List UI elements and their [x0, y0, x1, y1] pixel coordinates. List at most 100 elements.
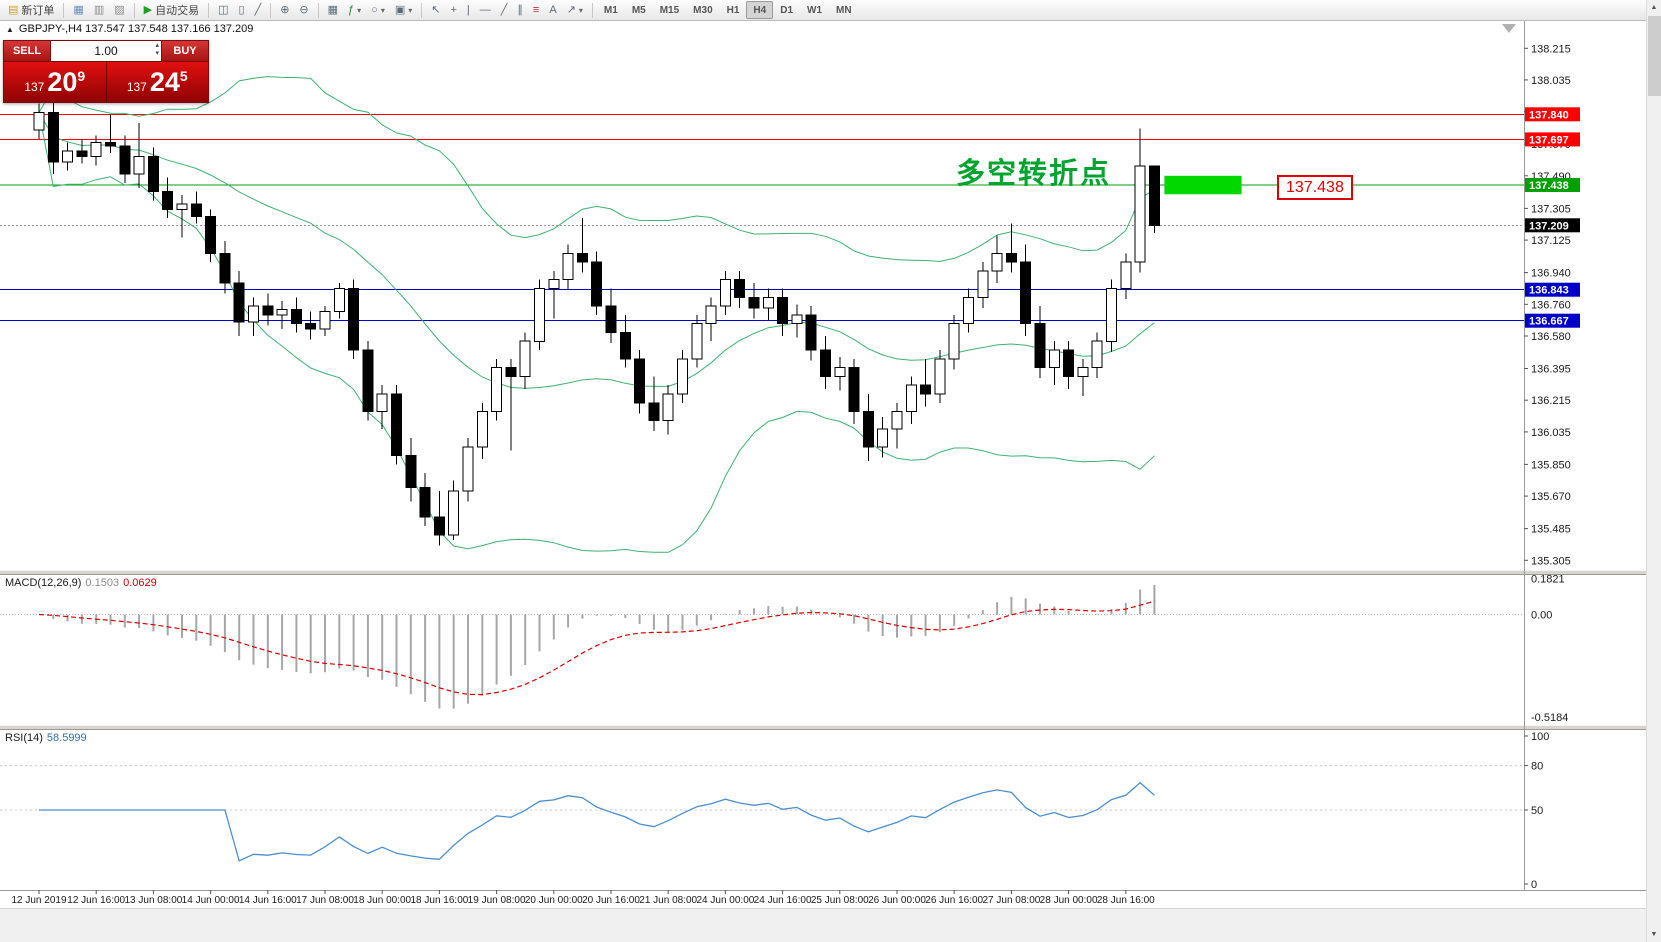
zoom-out-button[interactable]: ⊖ [294, 1, 313, 19]
new-order-button[interactable]: ▤ 新订单 [3, 1, 59, 19]
svg-text:135.850: 135.850 [1531, 459, 1571, 471]
buy-button[interactable]: BUY [161, 41, 208, 61]
crosshair-button[interactable]: + [445, 1, 461, 19]
cursor-button[interactable]: ↖ [426, 1, 445, 19]
rsi-layer [0, 765, 1524, 862]
svg-text:137.697: 137.697 [1529, 134, 1569, 146]
volume-spinner[interactable]: ▴ ▾ [155, 42, 159, 58]
svg-text:-0.5184: -0.5184 [1531, 712, 1568, 724]
trendline-button[interactable]: ╱ [496, 1, 513, 19]
highlight-rectangle[interactable] [1164, 175, 1242, 195]
svg-text:0.00: 0.00 [1531, 610, 1552, 622]
svg-text:21 Jun 08:00: 21 Jun 08:00 [639, 895, 697, 906]
candlestick-mode-button[interactable]: ▯ [234, 1, 250, 19]
price-callout-label[interactable]: 137.438 [1277, 175, 1353, 200]
timeframe-h1-button[interactable]: H1 [720, 1, 747, 19]
timeframe-m15-button[interactable]: M15 [653, 1, 686, 19]
timeframe-h4-button[interactable]: H4 [746, 1, 774, 19]
timeframe-m1-button[interactable]: M1 [597, 1, 625, 19]
panel-separator[interactable] [0, 725, 1646, 730]
equidistant-channel-button[interactable]: ∥ [512, 1, 528, 19]
zoom-out-icon: ⊖ [299, 3, 309, 16]
volume-up-icon[interactable]: ▴ [155, 42, 159, 49]
volume-input[interactable]: 1.00 ▴ ▾ [51, 41, 161, 61]
svg-text:136.940: 136.940 [1531, 268, 1571, 280]
timeframe-m1-button-label: M1 [603, 4, 618, 16]
timeframe-w1-button[interactable]: W1 [800, 1, 829, 19]
svg-text:28 Jun 16:00: 28 Jun 16:00 [1097, 895, 1155, 906]
svg-text:135.305: 135.305 [1531, 555, 1571, 567]
one-click-collapse-icon[interactable]: ▲ [6, 24, 14, 34]
zoom-in-button[interactable]: ⊕ [275, 1, 294, 19]
buy-price-display[interactable]: 137 24 5 [105, 62, 208, 102]
auto-trading-button[interactable]: ▶ 自动交易 [139, 1, 204, 19]
tile-windows-button[interactable]: ▦ [323, 1, 343, 19]
sell-button[interactable]: SELL [4, 41, 51, 61]
new-order-icon: ▤ [8, 3, 19, 16]
dropdown-arrow-icon: ▾ [578, 5, 583, 15]
timeframe-d1-button[interactable]: D1 [773, 1, 800, 19]
chart-symbol-header: ▲ GBPJPY-,H4 137.547 137.548 137.166 137… [6, 23, 253, 35]
volume-down-icon[interactable]: ▾ [155, 50, 159, 57]
market-watch-icon: ▨ [114, 3, 125, 16]
text-label-icon: A [549, 3, 557, 16]
line-chart-mode-button[interactable]: ╱ [250, 1, 267, 19]
periods-icon: ○ [371, 3, 378, 16]
timeframe-m30-button[interactable]: M30 [686, 1, 719, 19]
panel-separator[interactable] [0, 570, 1646, 575]
rsi-value: 58.5999 [46, 732, 87, 744]
sell-price-display[interactable]: 137 20 9 [4, 62, 106, 102]
buy-price-point: 5 [179, 68, 188, 84]
vertical-scrollbar[interactable]: ▲ ▼ [1646, 0, 1661, 942]
periods-button[interactable]: ○ ▾ [366, 1, 390, 19]
one-click-trading-panel: SELL 1.00 ▴ ▾ BUY 137 20 9 137 24 5 [3, 40, 209, 103]
rsi-title: RSI(14) [5, 732, 43, 744]
svg-text:136.580: 136.580 [1531, 331, 1571, 343]
indicators-button[interactable]: ƒ ▾ [343, 1, 366, 19]
templates-button[interactable]: ▣ ▾ [390, 1, 417, 19]
svg-text:50: 50 [1531, 805, 1543, 817]
horizontal-line-button[interactable]: — [475, 1, 496, 19]
toolbar-group: ▦ ▥ ▨ [68, 0, 129, 20]
scroll-down-button[interactable]: ▼ [1650, 931, 1658, 938]
svg-text:136.395: 136.395 [1531, 364, 1571, 376]
auto-trading-button-label: 自动交易 [155, 5, 200, 17]
vertical-line-button[interactable]: | [462, 1, 475, 19]
arrows-button[interactable]: ↗ ▾ [562, 1, 588, 19]
timeframe-m30-button-label: M30 [693, 4, 713, 16]
toolbar-separator [591, 2, 593, 18]
svg-text:13 Jun 08:00: 13 Jun 08:00 [124, 895, 182, 906]
profiles-icon: ▥ [93, 3, 105, 16]
svg-text:26 Jun 00:00: 26 Jun 00:00 [868, 895, 926, 906]
market-watch-button[interactable]: ▨ [109, 1, 129, 19]
svg-text:0.1821: 0.1821 [1531, 574, 1565, 586]
chart-annotation-text[interactable]: 多空转折点 [956, 158, 1112, 190]
timeframe-m5-button[interactable]: M5 [625, 1, 653, 19]
scroll-up-button[interactable]: ▲ [1650, 4, 1658, 11]
bar-chart-mode-button[interactable]: ◫ [213, 1, 233, 19]
volume-value: 1.00 [94, 44, 118, 58]
macd-main-value: 0.1503 [85, 577, 120, 589]
macd-indicator-label: MACD(12,26,9) 0.1503 0.0629 [5, 577, 157, 589]
svg-text:137.438: 137.438 [1529, 180, 1569, 192]
toolbar-separator [270, 2, 272, 18]
toolbar-group: ▤ 新订单 [3, 0, 59, 20]
timeframe-mn-button[interactable]: MN [829, 1, 859, 19]
fibonacci-button[interactable]: ≡ [528, 1, 544, 19]
svg-text:136.760: 136.760 [1531, 299, 1571, 311]
profiles-button[interactable]: ▥ [89, 1, 109, 19]
svg-text:136.035: 136.035 [1531, 427, 1571, 439]
chart-shift-marker[interactable] [1502, 24, 1516, 33]
scrollbar-thumb[interactable] [1648, 16, 1661, 96]
toolbar-group: ↖ + | — ╱ ∥ ≡ A ↗ ▾ [426, 0, 588, 20]
svg-text:136.667: 136.667 [1529, 316, 1569, 328]
svg-text:26 Jun 16:00: 26 Jun 16:00 [925, 895, 983, 906]
templates-icon: ▣ [394, 3, 406, 16]
text-label-button[interactable]: A [544, 1, 561, 19]
svg-text:27 Jun 08:00: 27 Jun 08:00 [982, 895, 1040, 906]
new-chart-button[interactable]: ▦ [68, 1, 88, 19]
toolbar-group: ◫ ▯ ╱ [213, 0, 266, 20]
timeframe-m15-button-label: M15 [659, 4, 680, 16]
new-order-button-label: 新订单 [21, 5, 55, 17]
